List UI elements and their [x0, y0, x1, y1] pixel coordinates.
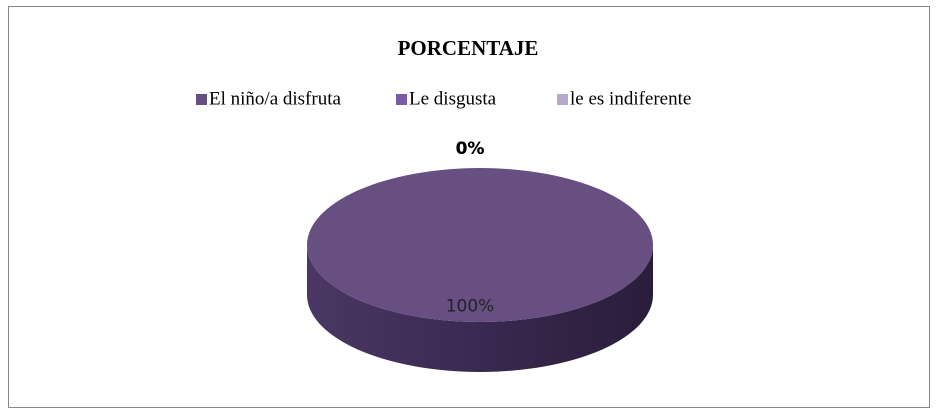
- legend-label: le es indiferente: [570, 88, 691, 109]
- pie-side: [307, 245, 653, 372]
- legend-swatch: [196, 94, 207, 105]
- data-label: 0%: [456, 139, 485, 159]
- legend-swatch: [557, 94, 568, 105]
- chart-title: PORCENTAJE: [398, 36, 539, 60]
- pie-slice: [307, 168, 653, 322]
- legend-label: Le disgusta: [409, 88, 497, 109]
- legend-label: El niño/a disfruta: [209, 88, 341, 109]
- data-label: 0%: [456, 139, 485, 159]
- data-label: 100%: [446, 297, 495, 317]
- legend-swatch: [396, 94, 407, 105]
